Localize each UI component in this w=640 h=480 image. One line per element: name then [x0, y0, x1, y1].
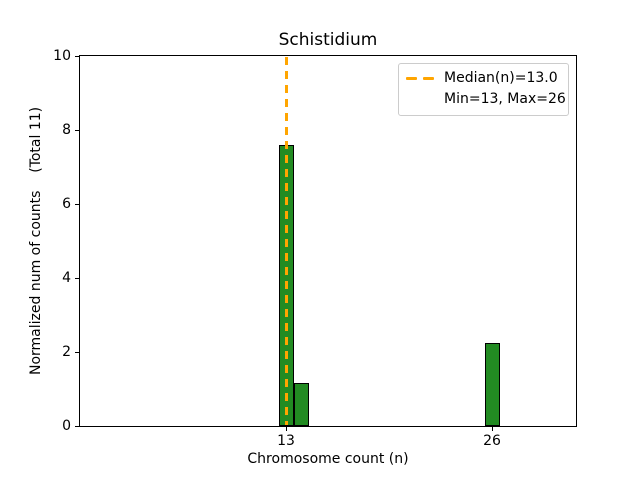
plot-area [79, 55, 577, 427]
legend-row-minmax: Min=13, Max=26 [406, 89, 566, 110]
y-axis-label: Normalized num of counts (Total 11) [28, 106, 44, 376]
median-dashed-line-swatch [406, 77, 434, 80]
y-tick-mark [75, 130, 79, 131]
y-tick-mark [75, 278, 79, 279]
y-tick-mark [75, 204, 79, 205]
y-tick-mark [75, 56, 79, 57]
y-tick-label: 10 [53, 48, 71, 64]
legend-entry-median: Median(n)=13.0 [444, 70, 558, 86]
legend-swatch-spacer [406, 98, 434, 101]
x-tick-mark [286, 427, 287, 431]
legend: Median(n)=13.0 Min=13, Max=26 [398, 63, 569, 116]
y-tick-label: 8 [62, 122, 71, 138]
y-tick-mark [75, 352, 79, 353]
histogram-bar [294, 383, 310, 426]
y-tick-label: 2 [62, 344, 71, 360]
y-tick-label: 4 [62, 270, 71, 286]
x-tick-label: 13 [277, 433, 295, 449]
legend-entry-minmax: Min=13, Max=26 [444, 91, 566, 107]
median-line [284, 57, 288, 425]
y-tick-label: 0 [62, 418, 71, 434]
legend-row-median: Median(n)=13.0 [406, 68, 560, 89]
y-tick-mark [75, 426, 79, 427]
x-tick-mark [492, 427, 493, 431]
x-tick-label: 26 [483, 433, 501, 449]
histogram-bar [484, 342, 500, 427]
y-tick-label: 6 [62, 196, 71, 212]
x-axis-label: Chromosome count (n) [247, 451, 409, 467]
chart-title: Schistidium [278, 30, 378, 50]
